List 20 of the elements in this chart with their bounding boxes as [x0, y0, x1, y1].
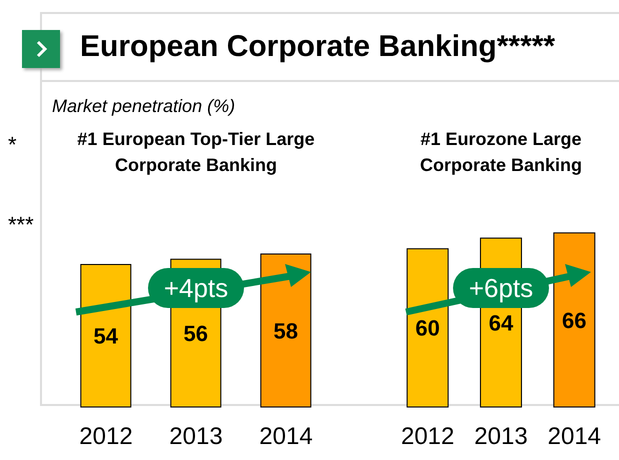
x-tick-label: 2013 [474, 423, 528, 450]
text: * [8, 132, 17, 158]
chart-subtitle: #1 Eurozone Large Corporate Banking [418, 128, 584, 177]
x-tick-label: 2014 [548, 423, 602, 450]
x-tick-label: 2014 [259, 423, 313, 450]
data-label: 54 [94, 324, 119, 349]
x-tick-label: 2012 [79, 423, 133, 450]
chart-subtitle: #1 European Top-Tier Large Corporate Banking [76, 128, 316, 177]
x-tick-label: 2013 [169, 423, 223, 450]
data-label: 56 [184, 320, 208, 346]
text: *** [8, 212, 34, 238]
annotation: +6pts [453, 268, 549, 308]
chart-title: European Corporate Banking***** [80, 30, 556, 64]
x-tick-label: 2012 [400, 423, 454, 450]
y-axis-title: Market penetration (%) [52, 96, 236, 117]
data-label: 64 [488, 310, 514, 336]
data-label: 58 [274, 318, 298, 344]
data-label: 66 [562, 308, 587, 333]
annotation: +4pts [148, 268, 244, 308]
data-label: 60 [415, 316, 440, 341]
